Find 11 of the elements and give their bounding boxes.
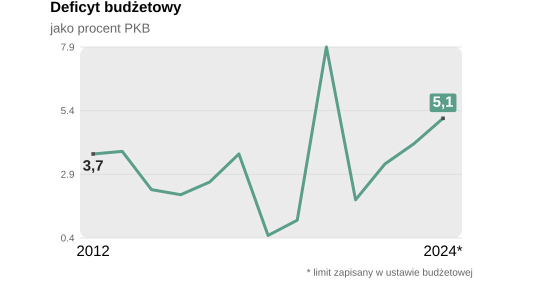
chart-title: Deficyt budżetowy — [51, 1, 182, 16]
data-label: 5,1 — [433, 96, 454, 110]
x-tick-label: 2024* — [424, 246, 462, 256]
y-tick-label: 5.4 — [61, 107, 74, 114]
x-tick-label: 2012 — [77, 246, 109, 256]
text: * limit zapisany w ustawie budżetowej — [306, 268, 472, 278]
y-tick-label: 0.4 — [61, 234, 74, 242]
y-tick-label: 7.9 — [61, 43, 74, 51]
data-label: 3,7 — [83, 160, 103, 173]
y-tick-label: 2.9 — [61, 170, 74, 178]
chart-subtitle: jako procent PKB — [50, 23, 150, 36]
